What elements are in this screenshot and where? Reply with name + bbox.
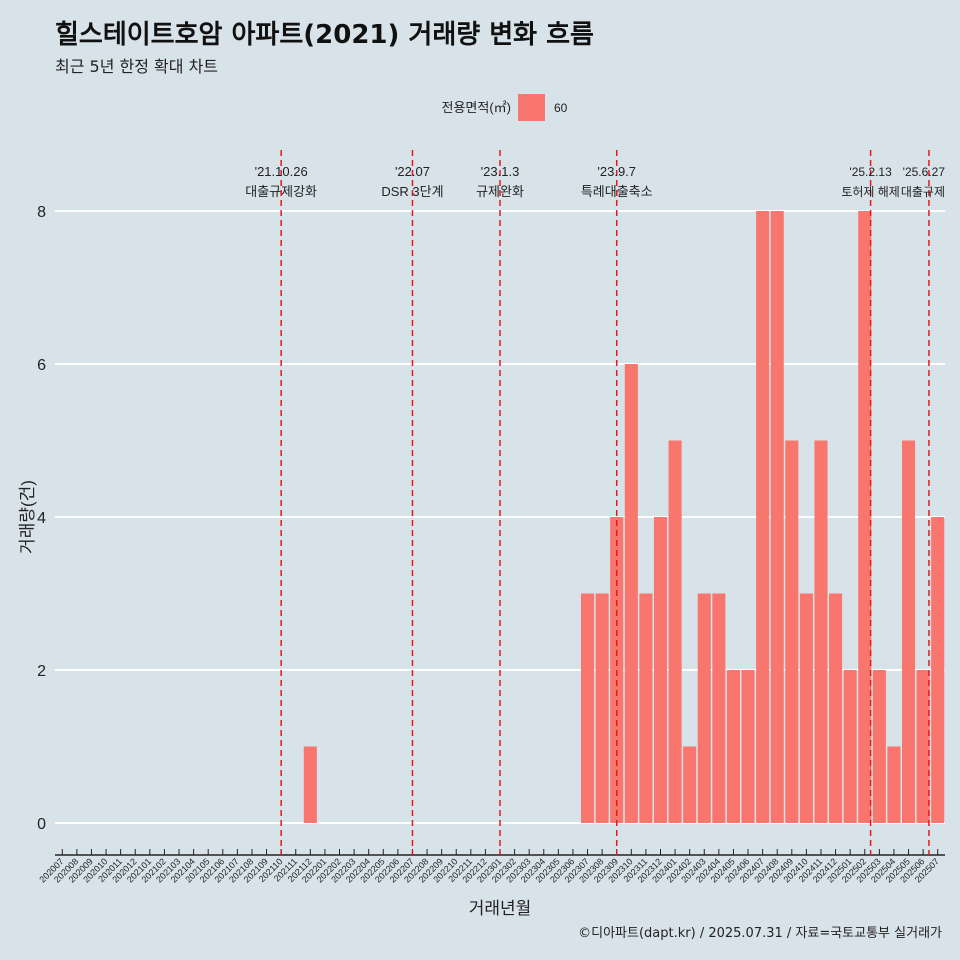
bar <box>303 746 317 823</box>
event-date-label: '22.07 <box>395 164 430 179</box>
bar <box>741 670 755 823</box>
y-axis-title: 거래량(건) <box>18 480 37 554</box>
bar <box>697 593 711 823</box>
bar <box>916 670 930 823</box>
event-date-label: '23.1.3 <box>481 164 520 179</box>
bar <box>931 517 945 823</box>
bar <box>639 593 653 823</box>
y-tick-label: 4 <box>37 510 46 527</box>
bar <box>668 440 682 823</box>
event-name-label: 특례대출축소 <box>581 184 653 199</box>
bar <box>580 593 595 823</box>
chart-subtitle: 최근 5년 한정 확대 차트 <box>55 57 219 76</box>
bar <box>770 211 784 823</box>
bar <box>799 593 813 823</box>
y-tick-label: 0 <box>37 816 46 833</box>
event-name-label: 대출규제 <box>901 185 945 199</box>
bar <box>683 746 697 823</box>
event-name-label: 토허제 해제 <box>841 185 900 199</box>
y-tick-label: 6 <box>37 357 46 374</box>
y-tick-label: 8 <box>37 204 46 221</box>
event-name-label: 규제완화 <box>476 184 524 199</box>
bar <box>901 440 916 823</box>
chart-title: 힐스테이트호암 아파트(2021) 거래량 변화 흐름 <box>55 20 594 50</box>
event-name-label: DSR 3단계 <box>381 184 443 199</box>
bar <box>595 593 609 823</box>
event-date-label: '23.9.7 <box>597 164 636 179</box>
bar <box>624 364 638 823</box>
event-date-label: '25.6.27 <box>903 165 946 179</box>
bar <box>887 746 901 823</box>
legend-swatch <box>518 94 545 121</box>
event-date-label: '25.2.13 <box>849 165 892 179</box>
bar <box>814 440 828 823</box>
source-caption: ©디아파트(dapt.kr) / 2025.07.31 / 자료=국토교통부 실… <box>578 926 942 941</box>
x-axis-title: 거래년월 <box>469 899 532 918</box>
bar <box>712 593 726 823</box>
bar <box>872 670 886 823</box>
bar <box>785 440 799 823</box>
bar <box>756 211 770 823</box>
bar <box>843 670 857 823</box>
bar <box>653 517 668 823</box>
y-tick-label: 2 <box>37 663 46 680</box>
bar <box>829 593 843 823</box>
bar <box>726 670 740 823</box>
legend-title: 전용면적(㎡) <box>442 100 512 115</box>
event-date-label: '21.10.26 <box>255 164 308 179</box>
event-name-label: 대출규제강화 <box>245 184 317 199</box>
legend-label: 60 <box>554 101 568 115</box>
bar <box>858 211 872 823</box>
